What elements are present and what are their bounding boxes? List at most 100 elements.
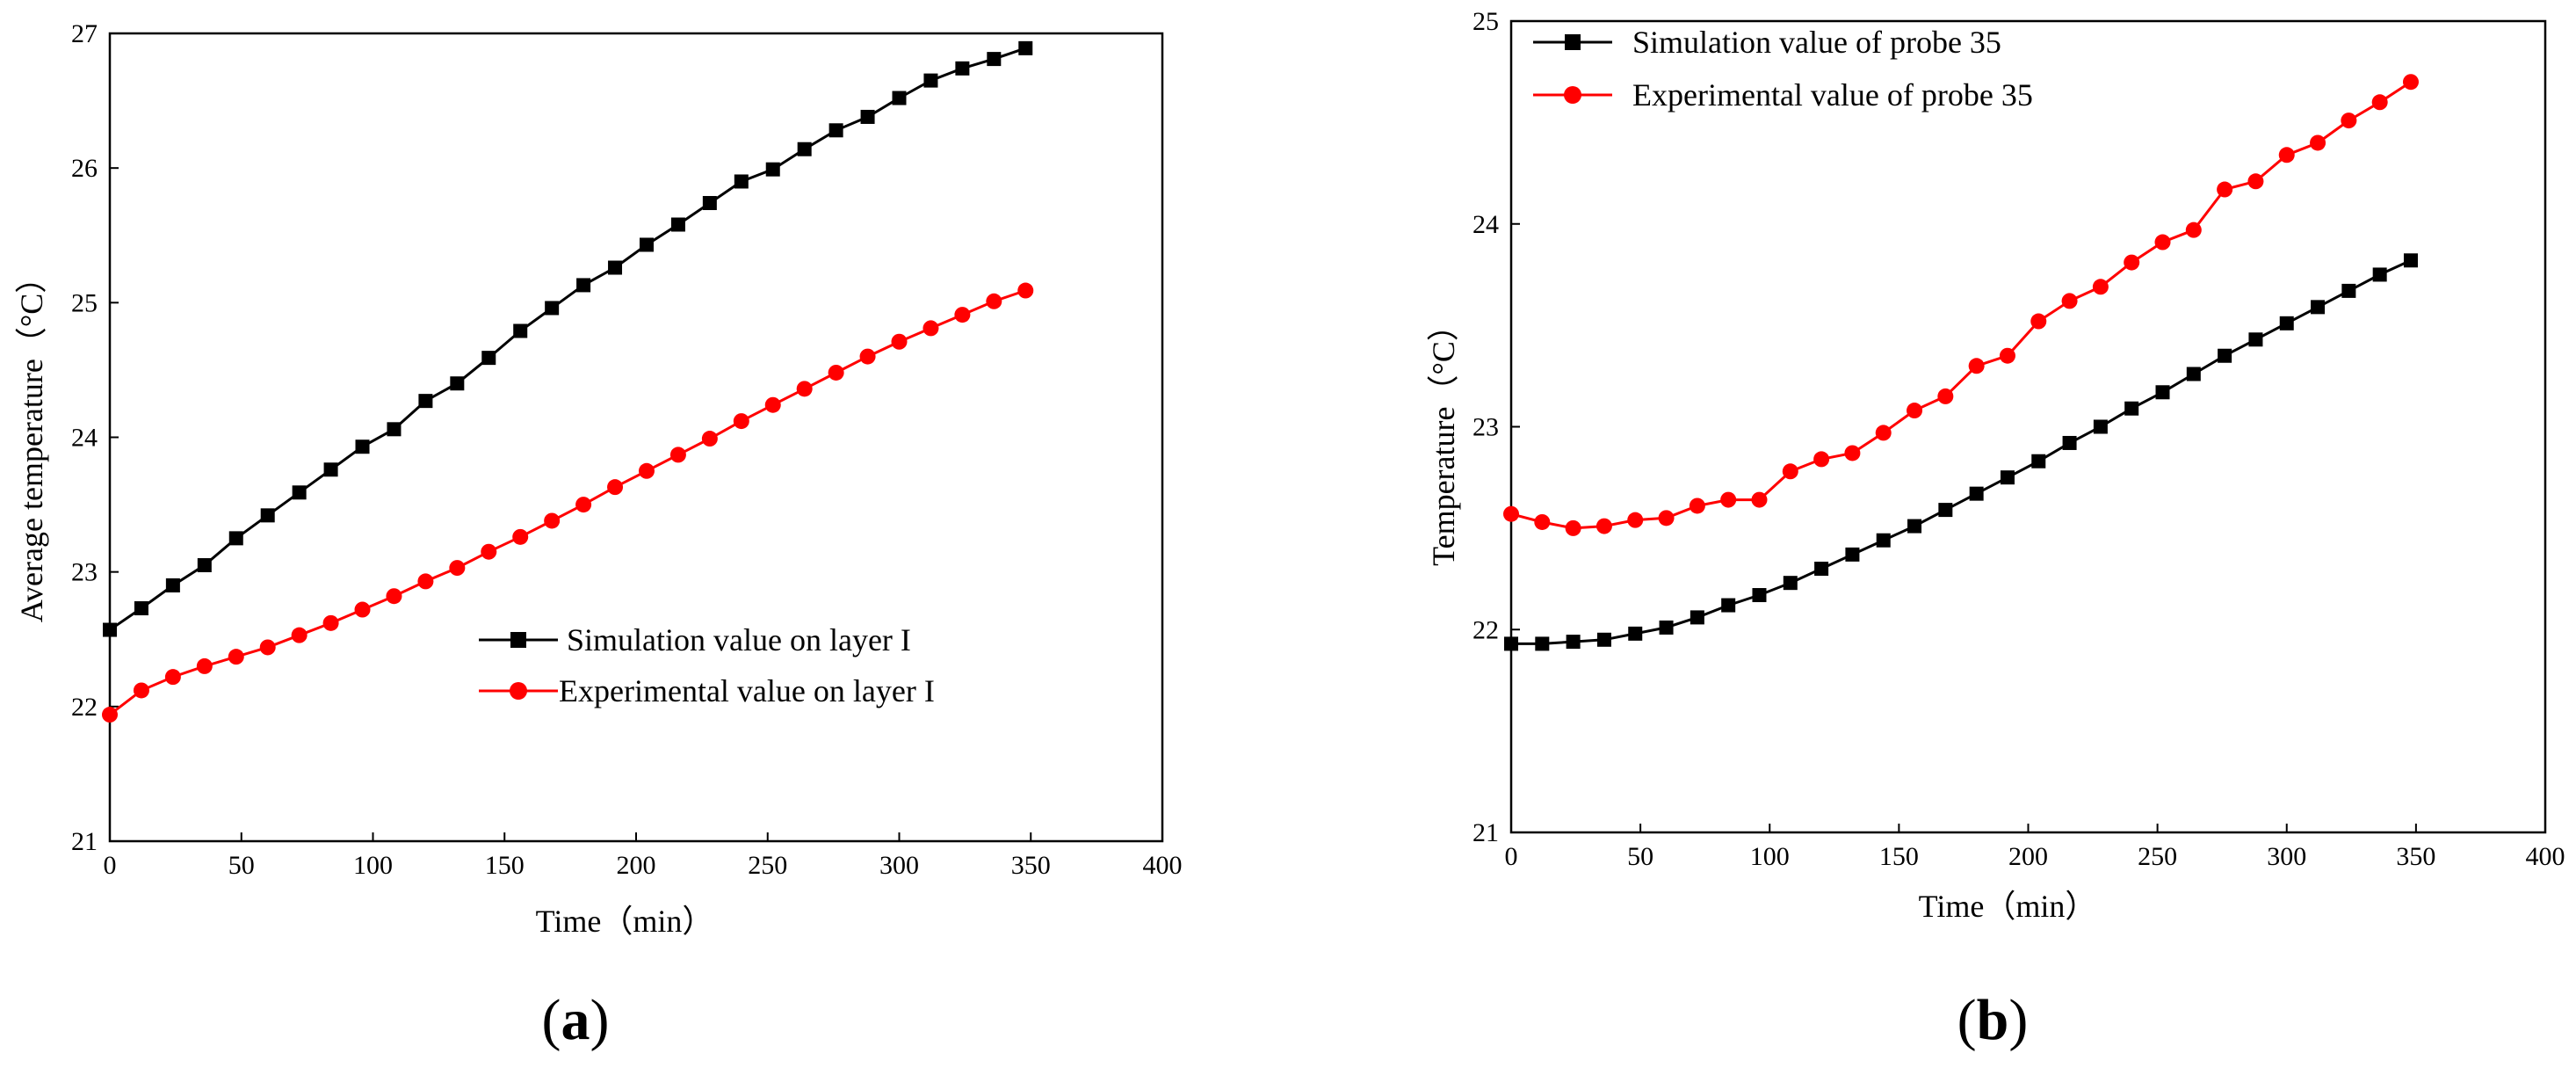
panel-a-point-experimental xyxy=(891,333,908,350)
panel-b-x-tick-label: 200 xyxy=(2008,842,2048,871)
panel-a-point-experimental xyxy=(291,627,308,643)
panel-a-y-tick-label: 21 xyxy=(71,827,98,856)
panel-a-point-experimental xyxy=(354,601,371,618)
panel-a-point-experimental xyxy=(986,293,1002,309)
panel-a-point-simulation xyxy=(260,508,275,523)
panel-a-x-tick-label: 250 xyxy=(748,851,787,880)
panel-b-point-experimental xyxy=(2310,134,2326,151)
panel-a-point-experimental xyxy=(449,560,466,577)
panel-a-label: (a) xyxy=(542,988,610,1052)
panel-a-point-experimental xyxy=(733,413,749,430)
panel-b-point-experimental xyxy=(1658,510,1675,527)
panel-b-x-tick-label: 250 xyxy=(2138,842,2177,871)
panel-b-point-simulation xyxy=(1845,547,1860,562)
panel-a-point-experimental xyxy=(544,512,561,529)
panel-a-point-simulation xyxy=(387,422,402,437)
panel-a-point-simulation xyxy=(1018,40,1033,55)
panel-b-y-tick-label: 23 xyxy=(1473,413,1499,442)
panel-b-point-simulation xyxy=(1752,588,1767,603)
panel-b-point-experimental xyxy=(2247,173,2264,190)
panel-b-point-experimental xyxy=(2371,94,2388,111)
panel-b-point-simulation xyxy=(1628,626,1643,641)
panel-b-x-tick-label: 350 xyxy=(2396,842,2435,871)
panel-b-point-experimental xyxy=(2124,254,2140,271)
panel-a-legend: Simulation value on layer I Experimental… xyxy=(479,622,935,708)
panel-a-point-simulation xyxy=(923,73,938,88)
panel-a-point-experimental xyxy=(607,479,624,496)
panel-b-point-simulation xyxy=(2248,332,2263,347)
panel-b-point-experimental xyxy=(1907,403,1923,419)
panel-b-point-simulation xyxy=(1690,610,1704,625)
panel-b-point-experimental xyxy=(1999,347,2015,364)
panel-a-point-experimental xyxy=(828,364,844,381)
panel-b-x-tick-label: 100 xyxy=(1750,842,1790,871)
panel-b-x-tick-label: 400 xyxy=(2526,842,2565,871)
panel-b-point-experimental xyxy=(1627,512,1644,528)
panel-b-point-simulation xyxy=(2403,253,2418,268)
panel-a-point-experimental xyxy=(481,543,497,560)
panel-a-point-simulation xyxy=(734,174,749,189)
panel-a-point-simulation xyxy=(481,351,496,366)
panel-b-point-experimental xyxy=(2092,279,2109,295)
panel-a-point-experimental xyxy=(638,462,655,479)
panel-b-point-experimental xyxy=(1968,358,1985,374)
panel-a-point-simulation xyxy=(608,260,623,275)
panel-b-legend-label-experimental: Experimental value of probe 35 xyxy=(1632,77,2033,113)
panel-b-y-tick-label: 22 xyxy=(1473,615,1499,644)
panel-a-chart: 0 50 100 150 200 250 300 350 400 21 22 23 24 25 26 27 A… xyxy=(14,19,1183,1052)
panel-b-point-simulation xyxy=(2155,385,2170,400)
panel-b-point-simulation xyxy=(1938,503,1953,518)
panel-b-point-experimental xyxy=(2217,181,2233,198)
panel-a-point-experimental xyxy=(512,528,529,545)
panel-a-x-tick-label: 400 xyxy=(1143,851,1183,880)
panel-b-point-simulation xyxy=(1876,533,1891,548)
panel-b-point-simulation xyxy=(2372,267,2387,282)
panel-a-point-experimental xyxy=(133,682,149,699)
panel-b-point-simulation xyxy=(1783,576,1798,591)
panel-a-point-simulation xyxy=(892,91,907,105)
panel-b-point-experimental xyxy=(1875,425,1892,441)
panel-a-point-experimental xyxy=(701,431,718,447)
panel-b-point-simulation xyxy=(1566,635,1581,650)
panel-a-point-experimental xyxy=(764,396,781,413)
panel-b-point-experimental xyxy=(2341,113,2357,129)
panel-b-point-experimental xyxy=(1565,519,1581,536)
panel-b-point-simulation xyxy=(2031,454,2046,468)
panel-a-point-simulation xyxy=(670,217,685,232)
panel-b-point-simulation xyxy=(2186,367,2201,381)
panel-a-point-simulation xyxy=(292,485,307,500)
panel-b-point-experimental xyxy=(1751,491,1768,508)
panel-b-point-simulation xyxy=(2062,435,2077,450)
panel-a-point-experimental xyxy=(575,497,592,513)
panel-a-point-simulation xyxy=(702,195,717,210)
panel-b-point-experimental xyxy=(1937,388,1954,404)
panel-a-point-simulation xyxy=(134,601,148,616)
panel-b-legend-marker-experimental xyxy=(1564,86,1581,104)
panel-b-point-simulation xyxy=(1721,598,1736,613)
panel-a-plot: 0 50 100 150 200 250 300 350 400 21 22 23 24 25 26 27 xyxy=(71,19,1183,880)
panel-b-plot: 0 50 100 150 200 250 300 350 400 21 22 23 24 25 xyxy=(1473,7,2565,871)
panel-b-point-experimental xyxy=(2061,293,2078,309)
panel-b-point-experimental xyxy=(1720,491,1737,508)
panel-b-point-simulation xyxy=(2000,470,2015,485)
panel-a-legend-label-simulation: Simulation value on layer I xyxy=(567,622,911,657)
panel-a-legend-label-experimental: Experimental value on layer I xyxy=(559,673,935,708)
panel-a-point-simulation xyxy=(228,531,243,546)
panel-a-point-experimental xyxy=(796,381,813,397)
panel-a-x-tick-label: 0 xyxy=(104,851,117,880)
panel-a-x-tick-label: 350 xyxy=(1011,851,1051,880)
panel-a-point-simulation xyxy=(197,558,212,573)
panel-b-point-experimental xyxy=(1503,505,1519,522)
panel-a-point-simulation xyxy=(955,61,970,76)
panel-a-legend-marker-experimental xyxy=(510,682,527,700)
panel-a-legend-marker-simulation xyxy=(510,632,526,648)
panel-a-y-axis-title: Average temperature（°C） xyxy=(14,262,49,623)
panel-b-point-experimental xyxy=(2030,313,2047,330)
panel-a-point-simulation xyxy=(639,237,654,252)
panel-b-point-experimental xyxy=(1813,451,1830,468)
panel-b-legend-marker-simulation xyxy=(1565,34,1581,50)
panel-a-point-simulation xyxy=(165,577,180,592)
panel-b-point-simulation xyxy=(1814,562,1829,577)
panel-a-point-simulation xyxy=(418,394,433,409)
